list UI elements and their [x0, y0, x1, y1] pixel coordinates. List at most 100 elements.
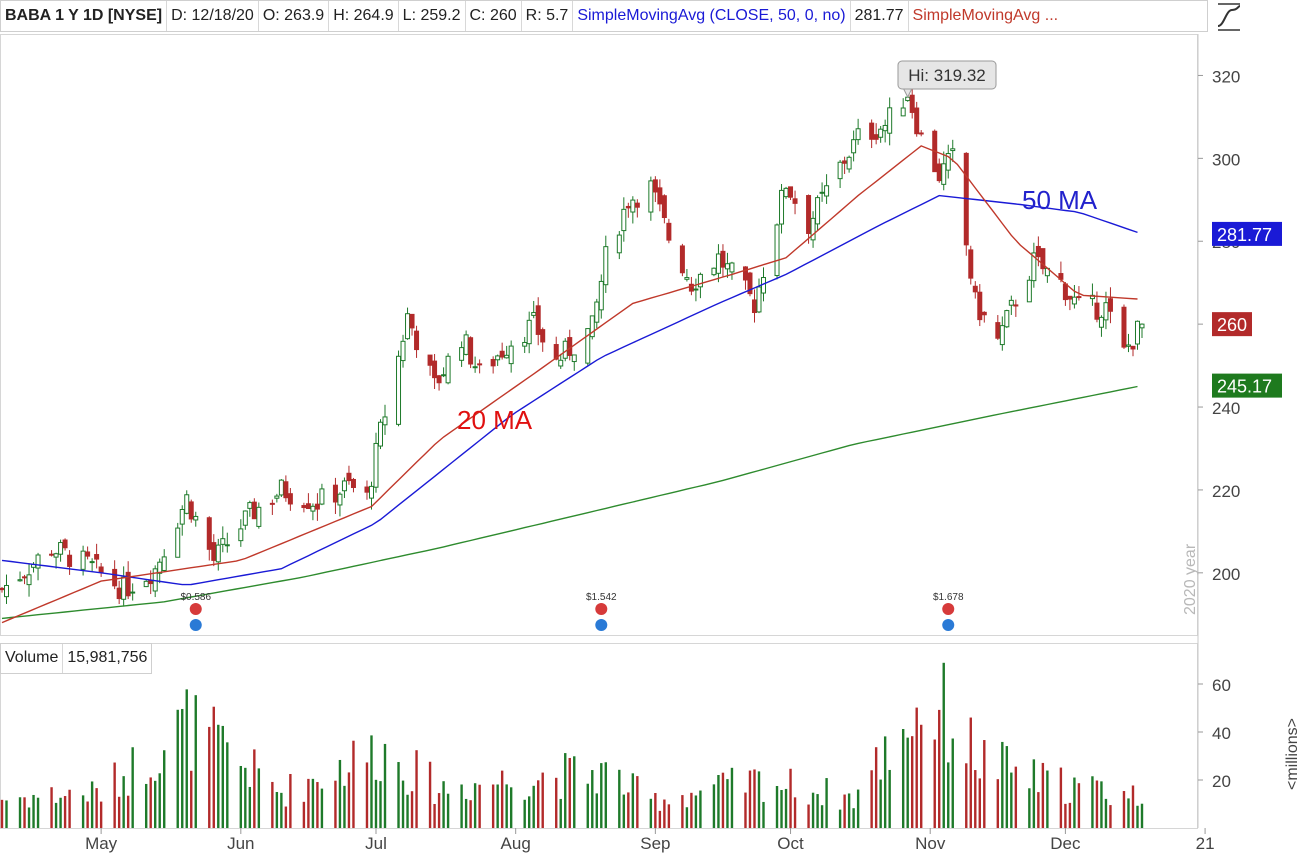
volume-bar [275, 791, 279, 828]
candle [125, 561, 131, 600]
candle-body [463, 334, 469, 355]
volume-bar [352, 740, 355, 828]
candle [278, 479, 284, 497]
label-20ma: 20 MA [457, 405, 533, 435]
candle-body [616, 234, 622, 254]
volume-bar [18, 797, 22, 828]
candle-body [724, 263, 730, 270]
candle [806, 194, 812, 244]
volume-bar [374, 779, 378, 828]
candle-body [332, 484, 338, 503]
candle-body [742, 266, 748, 281]
candle [495, 354, 501, 366]
volume-bar [915, 707, 918, 828]
volume-bar [1131, 785, 1135, 828]
candle-body [441, 374, 447, 377]
date-value: D: 12/18/20 [167, 1, 259, 31]
sma50-study-label[interactable]: SimpleMovingAvg (CLOSE, 50, 0, no) [573, 1, 851, 31]
sma-next-study-label[interactable]: SimpleMovingAvg ... [912, 7, 1059, 24]
candle [679, 243, 685, 277]
volume-bar [726, 779, 729, 828]
candle [175, 522, 181, 558]
candle-body [603, 246, 609, 286]
candle [22, 574, 28, 585]
candle [89, 558, 95, 572]
volume-bar [933, 739, 936, 828]
volume-bar [586, 783, 589, 828]
candle-body [522, 341, 528, 347]
symbol-label[interactable]: BABA 1 Y 1D [NYSE] [1, 1, 168, 31]
volume-bar [437, 793, 441, 828]
volume-bar [942, 662, 945, 828]
candle [0, 586, 5, 593]
candle [869, 119, 875, 149]
volume-bar [1028, 788, 1031, 828]
candle-body [914, 107, 920, 135]
candle-body [720, 250, 726, 268]
candle-body [788, 186, 794, 198]
volume-bar [442, 781, 445, 828]
volume-bar [185, 689, 188, 828]
candle-body [621, 208, 627, 232]
volume-bar [807, 804, 810, 828]
volume-bar [685, 807, 689, 828]
candle-body [405, 313, 411, 340]
candle-body [143, 580, 149, 588]
candle-body [661, 195, 667, 219]
price-tick-label: 300 [1212, 150, 1240, 169]
candle-body [193, 515, 199, 521]
label-50ma: 50 MA [1022, 185, 1098, 215]
candle-body [62, 539, 68, 549]
candle-body [1134, 320, 1140, 345]
candle-body [396, 355, 402, 425]
candle [463, 330, 469, 356]
volume-bar [748, 770, 752, 828]
volume-bar [1109, 805, 1112, 828]
candle [774, 223, 780, 280]
candle-body [17, 579, 23, 582]
volume-bar [239, 765, 243, 828]
x-tick-label: Dec [1050, 834, 1081, 853]
candle-body [247, 502, 253, 509]
candle [188, 499, 194, 523]
volume-bar [248, 786, 252, 828]
candle-body [531, 312, 537, 316]
volume-bar [852, 808, 855, 828]
candle-body [729, 262, 735, 273]
candle [522, 336, 528, 353]
candle [58, 539, 64, 562]
candle [711, 267, 717, 277]
candle [684, 269, 690, 282]
candle [842, 156, 848, 174]
volume-bar [1041, 762, 1045, 828]
candle [116, 580, 122, 605]
volume-bar [555, 777, 558, 828]
candle [648, 176, 654, 221]
volume-bar [163, 750, 166, 828]
x-tick-label: 21 [1196, 834, 1215, 853]
volume-bar [1037, 792, 1040, 828]
candle-body [819, 191, 825, 194]
candle [1139, 323, 1145, 339]
volume-bar [316, 782, 319, 828]
volume-bar [190, 770, 193, 828]
chart-style-icon[interactable] [1212, 2, 1246, 32]
candle-body [35, 554, 41, 569]
candle [571, 354, 577, 371]
volume-bar [1005, 746, 1009, 828]
volume-bar [365, 762, 369, 828]
candle-body [130, 591, 136, 594]
price-tag-label: 260 [1217, 315, 1247, 335]
candle-body [571, 354, 577, 363]
candle [909, 88, 915, 119]
volume-bar [654, 793, 657, 828]
candle [224, 532, 230, 553]
candle-body [855, 128, 861, 141]
candle-body [1139, 323, 1145, 329]
volume-bar [149, 777, 152, 828]
volume-bar [1140, 803, 1144, 828]
candle-body [535, 305, 541, 335]
chart-overlays: 20 MA 50 MA Hi: 319.32 $0.586 $1.542 $1.678 28… [180, 60, 1282, 631]
volume-bar [302, 801, 306, 828]
price-tag-box [1212, 373, 1282, 398]
